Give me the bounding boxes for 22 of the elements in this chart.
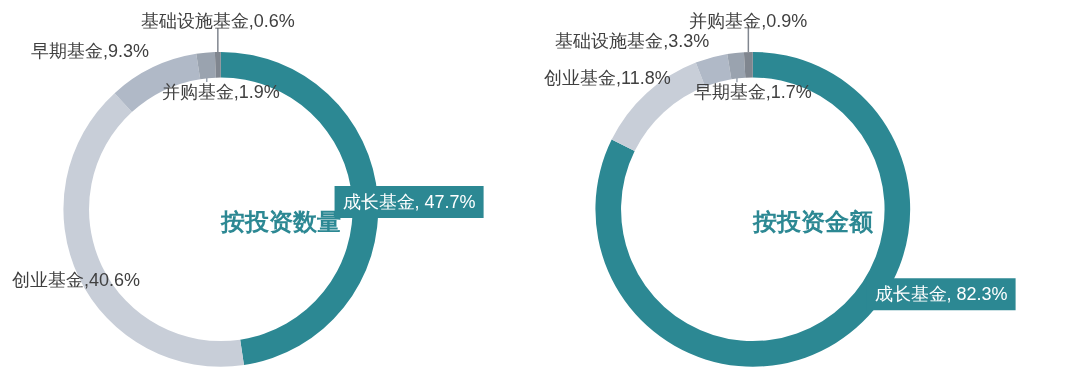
slice-label: 创业基金: [12, 270, 84, 291]
slice-label: 基础设施基金: [140, 11, 249, 31]
data-label: ,3.3%: [663, 30, 710, 51]
slice-label: 基础设施基金: [555, 30, 664, 51]
data-label: ,9.3%: [103, 41, 150, 62]
slice-label: 成长基金: [342, 191, 415, 212]
slice-label: 早期基金: [31, 41, 104, 62]
data-label: ,1.7%: [765, 82, 812, 103]
data-label: , 82.3%: [946, 284, 1008, 305]
slice-label: 成长基金: [874, 284, 947, 305]
data-label: ,11.8%: [616, 68, 671, 89]
slice-label: 并购基金: [161, 82, 234, 103]
text: 按投资金额: [751, 207, 874, 235]
text: 按投资数量: [219, 207, 341, 235]
slice-label: 并购基金: [689, 11, 762, 31]
data-label: ,1.9%: [233, 82, 280, 103]
slice-label: 创业基金: [544, 68, 616, 89]
data-label: ,0.6%: [248, 11, 295, 31]
data-label: , 47.7%: [414, 191, 476, 212]
data-label: ,40.6%: [83, 270, 141, 291]
slice-label: 早期基金: [693, 82, 766, 103]
data-label: ,0.9%: [761, 11, 808, 31]
